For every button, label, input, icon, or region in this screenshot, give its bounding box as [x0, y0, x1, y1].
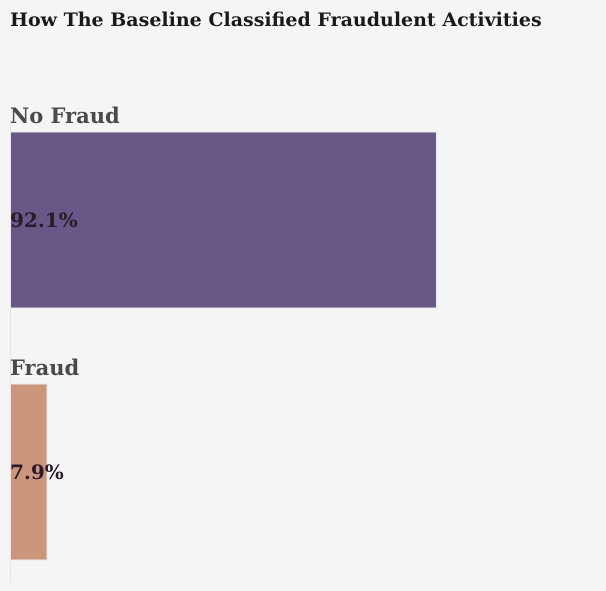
- value-label-no-fraud: 92.1%: [10, 208, 78, 232]
- bar-no-fraud: [10, 131, 437, 309]
- bars-group: No Fraud 92.1% Fraud 7.9%: [10, 103, 437, 561]
- category-label-no-fraud: No Fraud: [10, 103, 120, 128]
- value-label-fraud: 7.9%: [10, 460, 64, 484]
- category-label-fraud: Fraud: [10, 355, 79, 380]
- chart-title: How The Baseline Classified Fraudulent A…: [10, 9, 542, 31]
- bar-fraud: [10, 383, 48, 561]
